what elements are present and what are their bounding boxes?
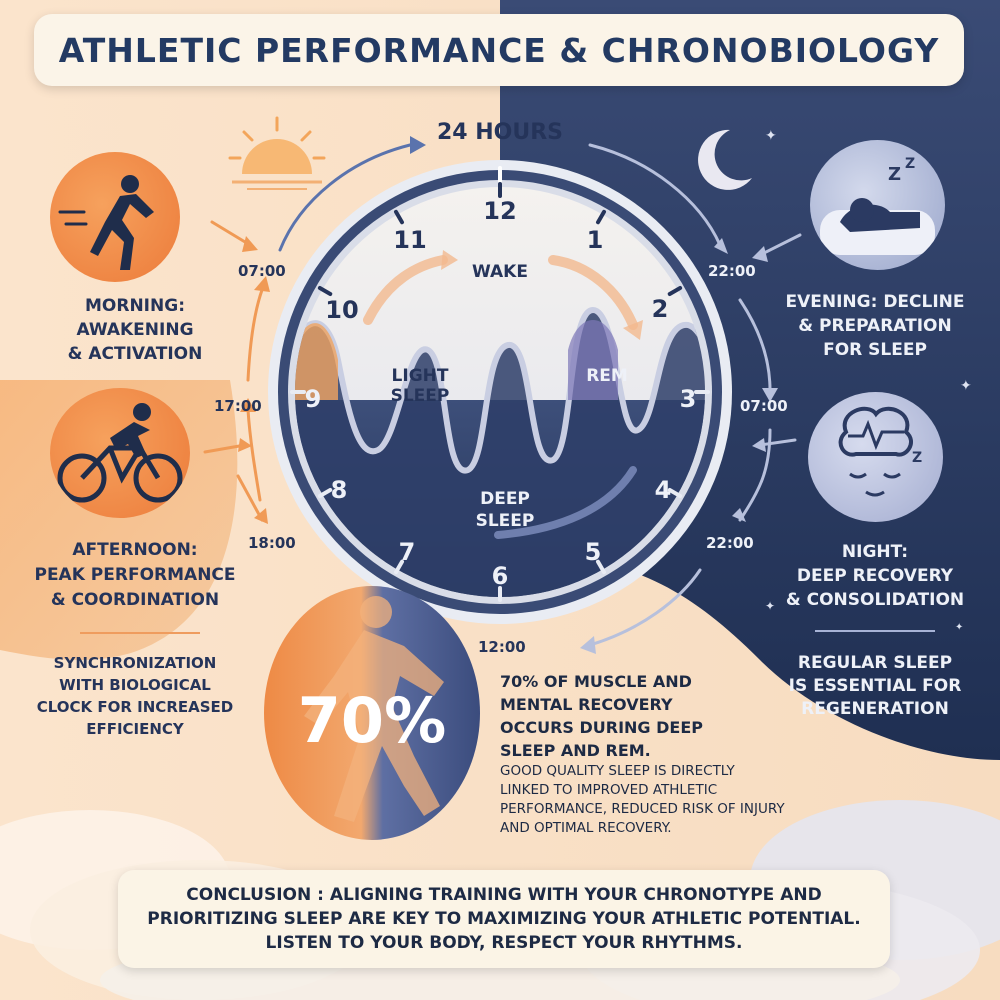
clock-tick [667,488,683,498]
stat-circle: 70% [264,586,480,840]
clock [268,160,732,624]
clock-tick [317,488,333,498]
svg-text:✦: ✦ [765,599,775,613]
time-2200-top: 22:00 [708,262,756,280]
zone-deep-sleep: DEEP SLEEP [475,489,535,531]
clock-number-10: 10 [325,296,359,324]
regular-sleep-caption: REGULAR SLEEP IS ESSENTIAL FOR REGENERAT… [788,653,962,719]
night-caption: NIGHT: DEEP RECOVERY & CONSOLIDATION [785,542,965,610]
svg-text:✦: ✦ [955,622,963,633]
clock-number-8: 8 [330,476,348,504]
zone-rem: REM [586,366,628,386]
sleeper-circle: Z Z [810,140,945,270]
evening-caption: EVENING: DECLINE & PREPARATION FOR SLEEP [785,292,965,360]
conclusion-text: CONCLUSION : ALIGNING TRAINING WITH YOUR… [147,885,861,953]
time-1200: 12:00 [478,638,526,656]
stat-body: GOOD QUALITY SLEEP IS DIRECTLY LINKED TO… [500,763,785,836]
sync-caption: SYNCHRONIZATION WITH BIOLOGICAL CLOCK FO… [36,654,234,738]
sun-icon [228,116,326,190]
clock-tick [394,559,404,575]
clock-tick [667,286,683,296]
svg-text:Z: Z [905,156,915,172]
clock-tick [596,209,606,225]
clock-number-9: 9 [304,385,322,413]
zone-wake: WAKE [472,262,528,282]
time-0700-right: 07:00 [740,397,788,415]
clock-tick [317,286,333,296]
clock-number-3: 3 [679,385,697,413]
conclusion-box: CONCLUSION : ALIGNING TRAINING WITH YOUR… [118,870,890,968]
svg-text:Z: Z [888,164,901,185]
time-1700: 17:00 [214,397,262,415]
clock-number-7: 7 [398,538,416,566]
morning-caption: MORNING: AWAKENING & ACTIVATION [67,296,203,364]
svg-text:✦: ✦ [765,128,777,144]
clock-number-12: 12 [483,197,517,225]
runner-circle [50,152,180,282]
runner-icon [58,175,154,270]
clock-header: 24 HOURS [436,120,564,145]
sprinter-icon [304,596,444,822]
stat-value: 70% [297,684,447,757]
clock-number-6: 6 [491,562,509,590]
clock-tick [394,209,404,225]
moon-icon [698,129,752,190]
time-2200-right: 22:00 [706,534,754,552]
brain-circle: Z [808,392,943,522]
clock-number-2: 2 [651,295,669,323]
svg-text:✦: ✦ [960,378,972,394]
clock-number-1: 1 [586,226,604,254]
zone-light-sleep: LIGHT SLEEP [390,366,450,406]
title-banner: ATHLETIC PERFORMANCE & CHRONOBIOLOGY [34,14,964,86]
afternoon-caption: AFTERNOON: PEAK PERFORMANCE & COORDINATI… [34,540,236,610]
right-divider [815,630,935,632]
svg-text:Z: Z [912,450,922,466]
left-divider [80,632,200,634]
cyclist-circle [50,388,190,518]
brain-icon: Z [838,406,922,497]
page-title: ATHLETIC PERFORMANCE & CHRONOBIOLOGY [58,30,940,70]
clock-number-5: 5 [584,538,602,566]
clock-number-11: 11 [393,226,427,254]
time-0700-left: 07:00 [238,262,286,280]
time-1800: 18:00 [248,534,296,552]
stat-headline: 70% OF MUSCLE AND MENTAL RECOVERY OCCURS… [500,672,703,760]
clock-tick [596,559,606,575]
sleeper-icon: Z Z [820,156,935,255]
cyclist-icon [57,403,183,503]
clock-number-4: 4 [654,476,672,504]
